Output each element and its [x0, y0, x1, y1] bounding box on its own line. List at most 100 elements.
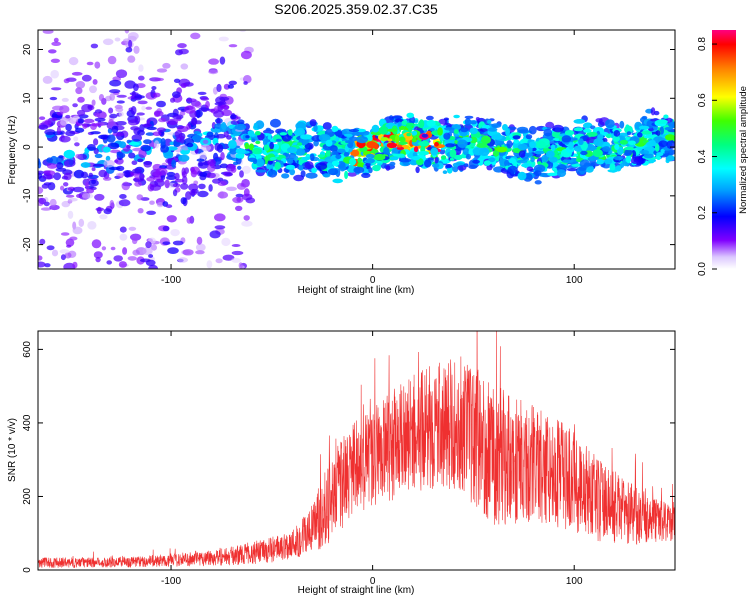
spectrogram-cell: [63, 262, 76, 269]
spectrogram-cell: [231, 244, 241, 247]
spectrogram-cell: [219, 96, 230, 101]
spectrogram-cell: [343, 152, 350, 157]
spectrogram-cell: [334, 131, 343, 136]
spectrogram-cell: [128, 152, 136, 159]
spectrogram-xtick-label: -100: [161, 275, 181, 286]
spectrogram-cell: [193, 131, 201, 135]
spectrogram-cell: [267, 160, 273, 165]
spectrogram-cell: [145, 241, 152, 249]
spectrogram-cell: [293, 174, 304, 182]
spectrogram-cell: [108, 166, 121, 171]
spectrogram-cell: [115, 107, 124, 113]
spectrogram-cell: [357, 157, 363, 163]
snr-ticks: -100 0 100 0 200 400 600: [22, 331, 675, 587]
spectrogram-cell: [178, 48, 189, 55]
spectrogram-cell: [91, 167, 96, 172]
spectrogram-cell: [534, 150, 545, 155]
spectrogram-cell: [222, 254, 235, 261]
spectrogram-cell: [134, 181, 143, 187]
spectrogram-cell: [130, 106, 137, 115]
spectrogram-cell: [580, 150, 588, 156]
spectrogram-cell: [543, 128, 552, 137]
spectrogram-cell: [72, 186, 85, 193]
spectrogram-cell: [148, 264, 158, 269]
spectrogram-cell: [383, 147, 390, 155]
spectrogram-cell: [195, 250, 205, 255]
spectrogram-cell: [646, 119, 655, 129]
spectrogram-cell: [665, 154, 675, 162]
spectrogram-cell: [182, 175, 188, 185]
spectrogram-cell: [371, 124, 380, 133]
spectrogram-cell: [387, 128, 397, 132]
spectrogram-cell: [613, 130, 621, 137]
spectrogram-cell: [561, 135, 572, 143]
spectrogram-frame: [37, 29, 676, 270]
spectrogram-cell: [496, 146, 508, 153]
spectrogram-cell: [160, 138, 166, 147]
spectrogram-cell: [304, 142, 314, 150]
spectrogram-cell: [208, 69, 219, 75]
spectrogram-cell: [505, 128, 510, 136]
spectrogram-cell: [643, 153, 654, 159]
spectrogram-cell: [116, 94, 127, 98]
spectrogram-cell: [170, 229, 180, 237]
spectrogram-cell: [523, 162, 528, 169]
spectrogram-cell: [59, 249, 70, 254]
spectrogram-cell: [273, 144, 280, 150]
spectrogram-cell: [196, 109, 201, 119]
spectrogram-cell: [51, 117, 58, 122]
spectrogram-cell: [186, 142, 194, 148]
spectrogram-cell: [638, 125, 650, 130]
spectrogram-cell: [274, 161, 281, 170]
spectrogram-cell: [366, 141, 377, 149]
spectrogram-cell: [107, 55, 117, 65]
spectrogram-cell: [245, 197, 256, 204]
spectrogram-cell: [235, 193, 244, 198]
spectrogram-cell: [138, 64, 144, 72]
colorbar-tick-label: 0.0: [697, 262, 708, 276]
spectrogram-cell: [132, 237, 138, 245]
spectrogram-cell: [38, 124, 49, 130]
spectrogram-xtick-label: 0: [370, 275, 376, 286]
spectrogram-cell: [95, 256, 101, 263]
spectrogram-cell: [200, 144, 212, 152]
spectrogram-cell: [119, 194, 127, 199]
spectrogram-cell: [245, 135, 250, 139]
spectrogram-cell: [426, 115, 434, 121]
spectrogram-cell: [305, 172, 318, 179]
spectrogram-cell: [372, 164, 381, 172]
spectrogram-cell: [124, 80, 136, 89]
spectrogram-cell: [85, 181, 90, 191]
spectrogram-cell: [614, 143, 620, 150]
spectrogram-cell: [443, 117, 450, 121]
spectrogram-cell: [38, 255, 43, 261]
spectrogram-cell: [72, 226, 83, 235]
spectrogram-cell: [236, 116, 241, 120]
spectrogram-cell: [224, 172, 233, 177]
spectrogram-cell: [165, 204, 173, 209]
spectrogram-cell: [56, 162, 64, 169]
spectrogram-cell: [406, 112, 415, 119]
spectrogram-cell: [91, 239, 102, 249]
spectrogram-cell: [535, 140, 546, 149]
spectrogram-cell: [325, 139, 333, 147]
spectrogram-cell: [437, 127, 443, 136]
spectrogram-cell: [43, 170, 56, 176]
snr-xtick-label: 0: [370, 576, 376, 587]
spectrogram-cell: [220, 104, 230, 110]
spectrogram-cell: [154, 110, 164, 117]
spectrogram-cell: [529, 141, 537, 149]
spectrogram-xlabel: Height of straight line (km): [298, 285, 415, 296]
spectrogram-cell: [630, 157, 640, 164]
spectrogram-cell: [235, 148, 246, 154]
spectrogram-cell: [119, 233, 128, 241]
spectrogram-cell: [547, 172, 559, 176]
spectrogram-cell: [66, 244, 72, 248]
snr-ytick-label: 200: [22, 488, 33, 505]
spectrogram-cell: [199, 171, 208, 177]
spectrogram-cell: [119, 226, 127, 233]
spectrogram-cell: [177, 43, 187, 49]
spectrogram-cell: [122, 247, 128, 255]
spectrogram-cell: [98, 134, 109, 140]
colorbar-tick-label: 0.4: [697, 149, 708, 163]
